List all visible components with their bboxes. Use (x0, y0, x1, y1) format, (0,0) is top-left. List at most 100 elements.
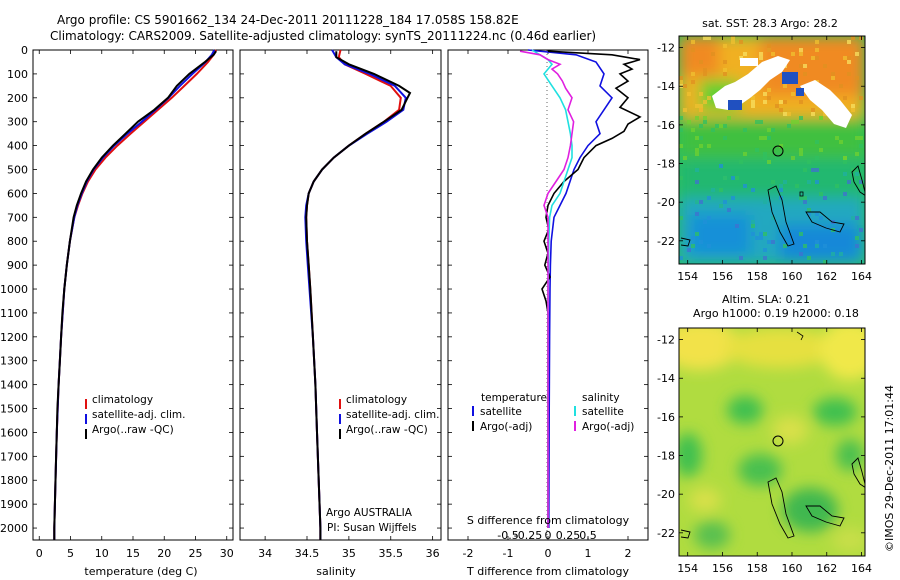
sst-pixel (799, 52, 803, 56)
ytick-label: 500 (7, 164, 28, 177)
sst-pixel (843, 156, 847, 160)
sst-pixel (775, 156, 779, 160)
sst-pixel (679, 80, 683, 84)
sst-pixel (811, 56, 815, 60)
map-ytick-label: -18 (657, 158, 675, 171)
map-xtick-label: 154 (677, 270, 698, 283)
imos-timestamp: ©IMOS 29-Dec-2011 17:01:44 (883, 385, 896, 552)
sst-pixel (695, 200, 699, 204)
sst-pixel (815, 56, 819, 60)
sst-pixel (695, 232, 699, 236)
ytick-label: 1300 (0, 355, 28, 368)
xtick-label: 2 (625, 547, 632, 560)
sst-pixel (739, 256, 743, 260)
sst-pixel (723, 60, 727, 64)
sst-pixel (823, 64, 827, 68)
xtick-label: 5 (67, 547, 74, 560)
sst-pixel (847, 56, 851, 60)
sst-pixel (859, 228, 863, 232)
sst-pixel (731, 196, 735, 200)
sst-pixel (835, 136, 839, 140)
sst-pixel (679, 128, 683, 132)
ytick-label: 1400 (0, 379, 28, 392)
sst-pixel (767, 48, 771, 52)
sst-pixel (723, 68, 727, 72)
sst-pixel (799, 252, 803, 256)
sst-pixel (743, 52, 747, 56)
sst-pixel (719, 204, 723, 208)
map-xtick-label: 160 (781, 562, 802, 575)
header-line1: Argo profile: CS 5901662_134 24-Dec-2011… (57, 13, 519, 27)
sst-pixel (767, 240, 771, 244)
sst-pixel (783, 180, 787, 184)
sst-pixel (683, 156, 687, 160)
sst-pixel (859, 96, 863, 100)
ytick-label: 1700 (0, 450, 28, 463)
map-xtick-label: 162 (816, 270, 837, 283)
sst-pixel (723, 136, 727, 140)
map-ytick-label: -22 (657, 235, 675, 248)
sst-pixel (815, 224, 819, 228)
sst-pixel (719, 164, 723, 168)
sst-pixel (751, 188, 755, 192)
sst-pixel (791, 92, 795, 96)
ytick-label: 1100 (0, 307, 28, 320)
sst-pixel (751, 104, 755, 108)
sst-pixel (775, 104, 779, 108)
sst-pixel (751, 224, 755, 228)
sst-pixel (835, 184, 839, 188)
sst-pixel (759, 236, 763, 240)
sst-pixel (691, 236, 695, 240)
sst-pixel (695, 104, 699, 108)
sst-pixel (815, 48, 819, 52)
xtick-label: 34.5 (295, 547, 320, 560)
diff-legend-s-sat: satellite (582, 406, 624, 418)
ytick-label: 1900 (0, 498, 28, 511)
sst-pixel (839, 140, 843, 144)
sst-pixel (731, 176, 735, 180)
map-ytick-label: -16 (657, 411, 675, 424)
sst-pixel (811, 112, 815, 116)
s-xtick-label: -0.25 (514, 529, 542, 542)
sst-pixel (803, 196, 807, 200)
temperature-legend: climatology satellite-adj. clim. Argo(..… (85, 394, 185, 439)
sst-pixel (807, 212, 811, 216)
sst-pixel (803, 64, 807, 68)
sst-pixel (763, 232, 767, 236)
sst-pixel (803, 72, 807, 76)
diff-legend-t-argo: Argo(-adj) (480, 421, 532, 433)
sst-pixel (699, 124, 703, 128)
sst-pixel (839, 84, 843, 88)
sst-pixel (843, 160, 847, 164)
sst-pixel (751, 220, 755, 224)
sst-pixel (715, 124, 719, 128)
sst-pixel (807, 180, 811, 184)
sst-pixel (703, 220, 707, 224)
xtick-label: 34 (258, 547, 272, 560)
sst-pixel (711, 188, 715, 192)
sst-pixel (679, 176, 683, 180)
difference-legend: temperature salinity satellite Argo(-adj… (472, 392, 634, 433)
temp-legend-argo: Argo(..raw -QC) (92, 424, 174, 436)
sst-pixel (719, 188, 723, 192)
map-xtick-label: 154 (677, 562, 698, 575)
sst-pixel (815, 168, 819, 172)
sst-pixel (807, 160, 811, 164)
sst-pixel (687, 248, 691, 252)
series-line-s-satellite (531, 49, 573, 528)
xtick-label: 36 (426, 547, 440, 560)
sst-map-title: sat. SST: 28.3 Argo: 28.2 (702, 17, 838, 30)
sst-pixel (691, 72, 695, 76)
xtick-label: -2 (463, 547, 474, 560)
sst-pixel (811, 168, 815, 172)
map-xtick-label: 160 (781, 270, 802, 283)
sst-pixel (699, 104, 703, 108)
sst-pixel (799, 64, 803, 68)
sst-pixel (687, 92, 691, 96)
sst-pixel (687, 120, 691, 124)
series-line-argo-raw-qc- (305, 51, 412, 540)
sst-pixel (859, 184, 863, 188)
difference-s-xlabel: S difference from climatology (467, 514, 630, 527)
sst-pixel (763, 200, 767, 204)
